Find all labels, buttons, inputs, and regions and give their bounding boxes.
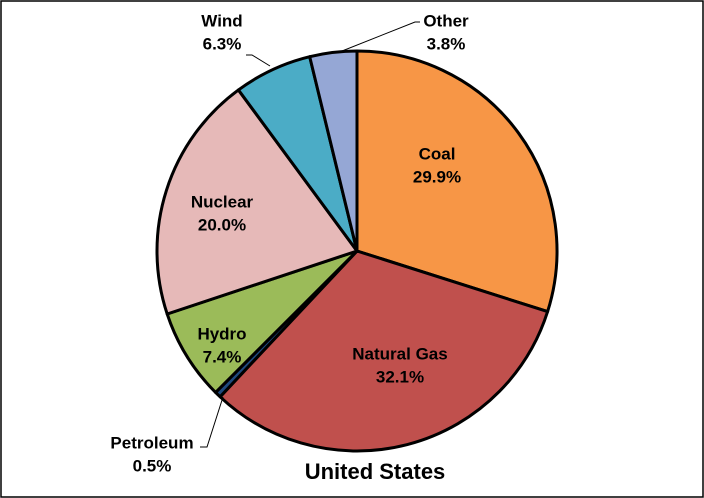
chart-title: United States [305, 459, 446, 484]
pie-slice [355, 49, 559, 314]
leader-line [336, 21, 420, 54]
slice-value-label: 20.0% [198, 215, 246, 234]
slice-value-label: 29.9% [413, 167, 461, 186]
pie-slice [155, 88, 359, 316]
slice-value-label: 3.8% [427, 34, 466, 53]
slice-label: Coal [419, 144, 456, 163]
slice-value-label: 6.3% [203, 34, 242, 53]
slice-label: Wind [201, 11, 242, 30]
slice-value-label: 7.4% [203, 347, 242, 366]
slice-label: Hydro [197, 324, 246, 343]
slice-label: Petroleum [110, 433, 193, 452]
leader-line [200, 396, 224, 448]
slice-value-label: 0.5% [133, 456, 172, 475]
slice-label: Natural Gas [352, 344, 447, 363]
pie-slice [218, 249, 550, 453]
slice-label: Nuclear [191, 192, 254, 211]
slice-value-label: 32.1% [376, 367, 424, 386]
pie [155, 49, 559, 453]
leader-line [246, 54, 271, 67]
pie-slice [308, 49, 359, 253]
slice-label: Other [423, 11, 469, 30]
